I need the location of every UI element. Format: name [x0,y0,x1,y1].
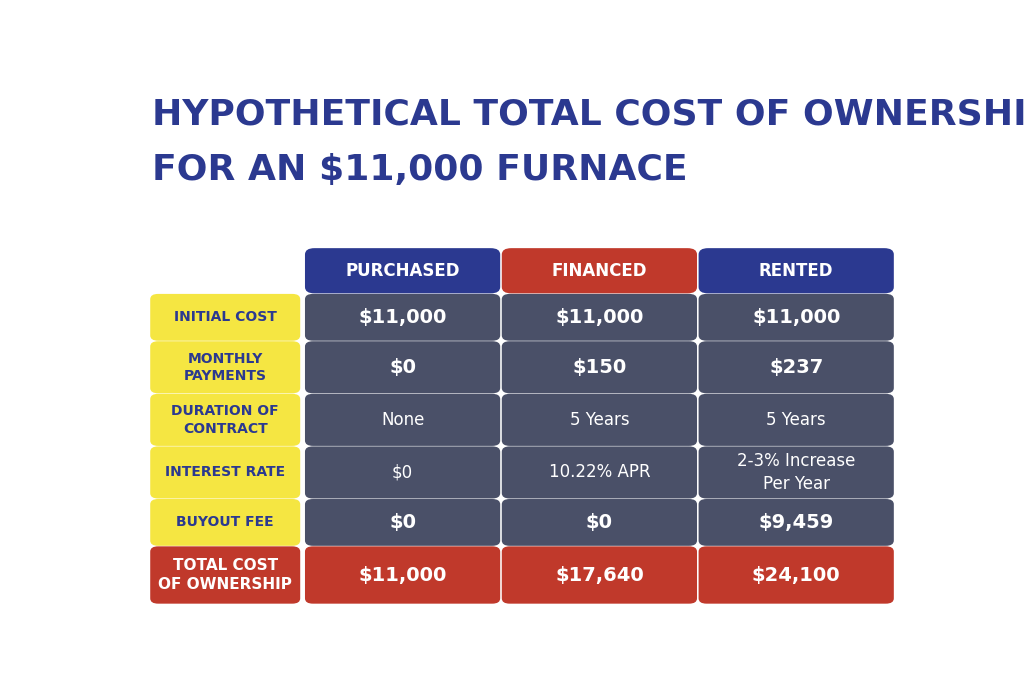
FancyBboxPatch shape [698,294,894,341]
FancyBboxPatch shape [502,394,697,446]
Text: $0: $0 [389,358,416,377]
FancyBboxPatch shape [502,447,697,499]
FancyBboxPatch shape [151,447,300,499]
Text: $11,000: $11,000 [358,308,446,326]
Text: $0: $0 [586,513,613,532]
Text: BUYOUT FEE: BUYOUT FEE [176,516,274,529]
FancyBboxPatch shape [305,447,500,499]
Text: MONTHLY
PAYMENTS: MONTHLY PAYMENTS [183,352,266,383]
FancyBboxPatch shape [698,499,894,546]
FancyBboxPatch shape [502,342,697,393]
Text: INTEREST RATE: INTEREST RATE [165,465,286,479]
Text: $150: $150 [572,358,627,377]
Text: DURATION OF
CONTRACT: DURATION OF CONTRACT [171,404,279,436]
FancyBboxPatch shape [151,499,300,546]
Text: $11,000: $11,000 [752,308,841,326]
FancyBboxPatch shape [305,248,500,294]
FancyBboxPatch shape [151,394,300,446]
Text: $9,459: $9,459 [759,513,834,532]
FancyBboxPatch shape [502,499,697,546]
FancyBboxPatch shape [698,248,894,294]
Text: None: None [381,411,424,429]
Text: $237: $237 [769,358,823,377]
Text: FOR AN $11,000 FURNACE: FOR AN $11,000 FURNACE [152,153,687,187]
Text: INITIAL COST: INITIAL COST [174,310,276,324]
Text: PURCHASED: PURCHASED [345,262,460,280]
FancyBboxPatch shape [305,546,500,604]
Text: $0: $0 [392,464,413,482]
Text: $17,640: $17,640 [555,566,644,585]
FancyBboxPatch shape [151,342,300,393]
FancyBboxPatch shape [151,294,300,341]
FancyBboxPatch shape [151,546,300,604]
FancyBboxPatch shape [305,394,500,446]
FancyBboxPatch shape [305,294,500,341]
Text: $11,000: $11,000 [358,566,446,585]
Text: $11,000: $11,000 [555,308,644,326]
Text: 2-3% Increase
Per Year: 2-3% Increase Per Year [737,452,855,492]
Text: 10.22% APR: 10.22% APR [549,464,650,482]
Text: TOTAL COST
OF OWNERSHIP: TOTAL COST OF OWNERSHIP [159,558,292,591]
Text: RENTED: RENTED [759,262,834,280]
FancyBboxPatch shape [698,447,894,499]
FancyBboxPatch shape [502,294,697,341]
Text: HYPOTHETICAL TOTAL COST OF OWNERSHIP: HYPOTHETICAL TOTAL COST OF OWNERSHIP [152,98,1024,132]
FancyBboxPatch shape [502,248,697,294]
FancyBboxPatch shape [698,342,894,393]
FancyBboxPatch shape [698,394,894,446]
FancyBboxPatch shape [305,499,500,546]
Text: $0: $0 [389,513,416,532]
Text: 5 Years: 5 Years [569,411,629,429]
FancyBboxPatch shape [305,342,500,393]
FancyBboxPatch shape [502,546,697,604]
Text: 5 Years: 5 Years [766,411,826,429]
Text: FINANCED: FINANCED [552,262,647,280]
FancyBboxPatch shape [698,546,894,604]
Text: $24,100: $24,100 [752,566,841,585]
